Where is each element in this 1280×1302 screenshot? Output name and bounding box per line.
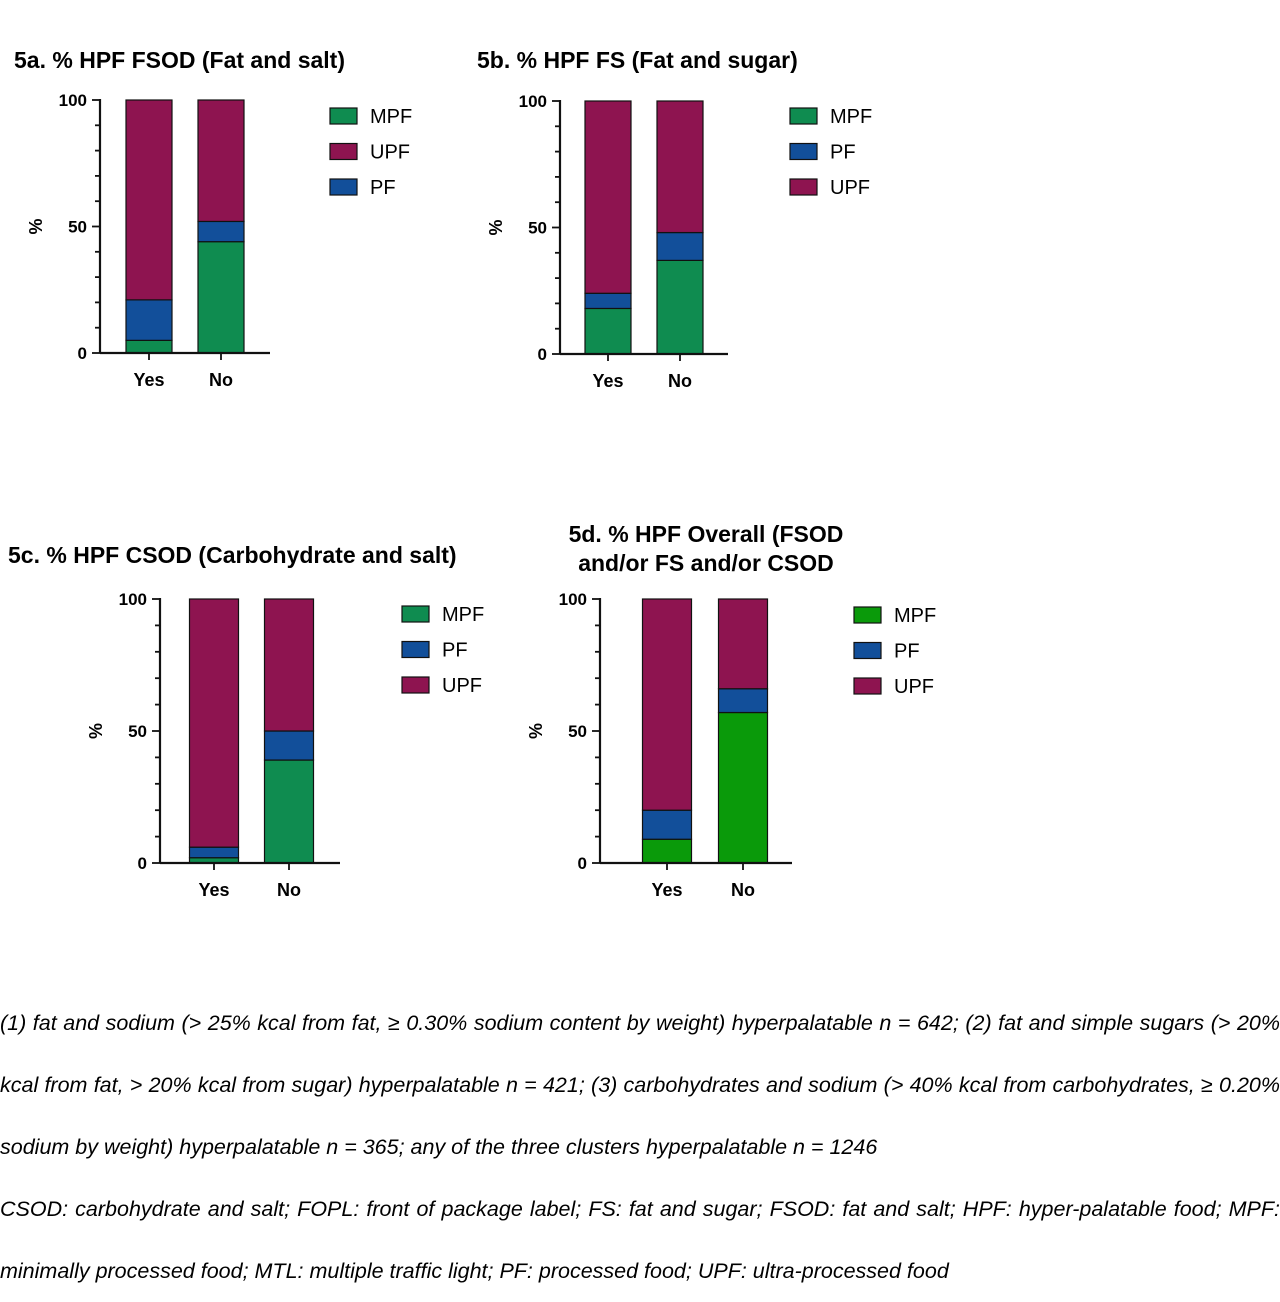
chart-a-legend-swatch-mpf	[329, 107, 358, 125]
chart-a-legend-label-mpf: MPF	[370, 106, 412, 128]
chart-a-bar-yes-upf	[125, 99, 173, 301]
chart-c-title: 5c. % HPF CSOD (Carbohydrate and salt)	[8, 542, 457, 568]
chart-d-legend-label-mpf: MPF	[894, 605, 936, 627]
chart-b-legend-label-upf: UPF	[830, 177, 870, 199]
chart-c-x-tick-label: No	[277, 880, 301, 900]
chart-b-bar-no-pf	[656, 231, 704, 261]
chart-c-y-tick-label: 0	[138, 854, 147, 873]
chart-a-legend-swatch-upf	[329, 142, 358, 161]
chart-d-legend-swatch-upf	[853, 677, 882, 695]
chart-c: 0 50 100 Yes No% MPF PF UPF	[86, 590, 484, 900]
chart-b-x-tick-label: Yes	[592, 371, 623, 391]
chart-a-y-tick-label: 100	[59, 91, 87, 110]
chart-c-bar-yes-pf	[188, 846, 240, 859]
chart-c-legend-swatch-pf	[401, 640, 430, 659]
chart-a-y-axis-label: %	[26, 218, 46, 234]
chart-d-y-axis-label: %	[526, 723, 546, 739]
chart-b-legend-label-mpf: MPF	[830, 106, 872, 128]
caption-abbreviations: CSOD: carbohydrate and salt; FOPL: front…	[0, 1197, 1280, 1283]
chart-d-bar-yes-upf	[641, 598, 693, 811]
chart-c-x-tick-label: Yes	[198, 880, 229, 900]
chart-d: 0 50 100 Yes No% MPF PF UPF	[526, 590, 936, 900]
caption-definitions: (1) fat and sodium (> 25% kcal from fat,…	[0, 1011, 1280, 1159]
chart-b-bar-no-upf	[656, 100, 704, 234]
chart-a-x-tick-label: Yes	[133, 370, 164, 390]
chart-b-y-tick-label: 0	[538, 345, 547, 364]
chart-c-legend-label-mpf: MPF	[442, 604, 484, 626]
chart-c-legend-swatch-mpf	[401, 605, 430, 623]
chart-d-title-line2: and/or FS and/or CSOD	[578, 550, 834, 576]
chart-c-y-tick-label: 50	[128, 722, 147, 741]
chart-d-bar-yes-mpf	[641, 838, 693, 864]
chart-d-title-line1: 5d. % HPF Overall (FSOD	[568, 521, 844, 547]
chart-a-bar-yes-pf	[125, 299, 173, 341]
chart-c-legend-swatch-upf	[401, 676, 430, 694]
chart-a-title: 5a. % HPF FSOD (Fat and salt)	[14, 47, 345, 73]
chart-a-bar-no-pf	[197, 220, 245, 243]
chart-d-title: 5d. % HPF Overall (FSOD and/or FS and/or…	[548, 520, 864, 578]
chart-a-bar-no-mpf	[197, 241, 245, 354]
chart-c-bar-no-upf	[263, 598, 315, 732]
chart-a-legend-label-pf: PF	[370, 177, 396, 199]
chart-d-bar-no-pf	[717, 688, 769, 714]
chart-d-x-tick-label: No	[731, 880, 755, 900]
chart-d-y-tick-label: 0	[578, 854, 587, 873]
chart-d-legend-label-pf: PF	[894, 641, 920, 663]
chart-a-legend-label-upf: UPF	[370, 142, 410, 164]
chart-a: 0 50 100 Yes No% MPF UPF PF	[26, 91, 412, 390]
chart-c-bar-no-pf	[263, 730, 315, 761]
chart-d-bar-yes-pf	[641, 809, 693, 840]
chart-d-legend-swatch-mpf	[853, 606, 882, 624]
chart-a-y-tick-label: 50	[68, 218, 87, 237]
chart-c-legend-label-pf: PF	[442, 640, 468, 662]
chart-c-y-axis-label: %	[86, 723, 106, 739]
chart-a-bar-yes-mpf	[125, 339, 173, 354]
chart-a-y-tick-label: 0	[78, 344, 87, 363]
chart-b-y-tick-label: 100	[519, 92, 547, 111]
chart-b-legend-swatch-mpf	[789, 107, 818, 125]
chart-b-legend-swatch-pf	[789, 142, 818, 161]
chart-c-legend-label-upf: UPF	[442, 675, 482, 697]
chart-d-bar-no-upf	[717, 598, 769, 690]
chart-b: 0 50 100 Yes No% MPF PF UPF	[486, 92, 872, 391]
chart-c-bar-yes-upf	[188, 598, 240, 848]
chart-b-title: 5b. % HPF FS (Fat and sugar)	[477, 47, 798, 73]
chart-d-legend-label-upf: UPF	[894, 676, 934, 698]
chart-c-bar-no-mpf	[263, 759, 315, 864]
chart-b-bar-yes-upf	[584, 100, 632, 294]
chart-c-y-tick-label: 100	[119, 590, 147, 609]
chart-b-bar-yes-mpf	[584, 307, 632, 355]
chart-b-bar-yes-pf	[584, 292, 632, 310]
chart-d-bar-no-mpf	[717, 711, 769, 864]
chart-d-y-tick-label: 100	[559, 590, 587, 609]
chart-b-legend-label-pf: PF	[830, 142, 856, 164]
chart-b-x-tick-label: No	[668, 371, 692, 391]
chart-d-x-tick-label: Yes	[651, 880, 682, 900]
chart-b-legend-swatch-upf	[789, 178, 818, 196]
chart-d-y-tick-label: 50	[568, 722, 587, 741]
chart-b-y-tick-label: 50	[528, 219, 547, 238]
chart-b-bar-no-mpf	[656, 259, 704, 355]
chart-a-bar-no-upf	[197, 99, 245, 223]
chart-a-legend-swatch-pf	[329, 178, 358, 196]
chart-a-x-tick-label: No	[209, 370, 233, 390]
chart-b-y-axis-label: %	[486, 219, 506, 235]
chart-d-legend-swatch-pf	[853, 641, 882, 660]
figure-caption: (1) fat and sodium (> 25% kcal from fat,…	[0, 992, 1280, 1302]
